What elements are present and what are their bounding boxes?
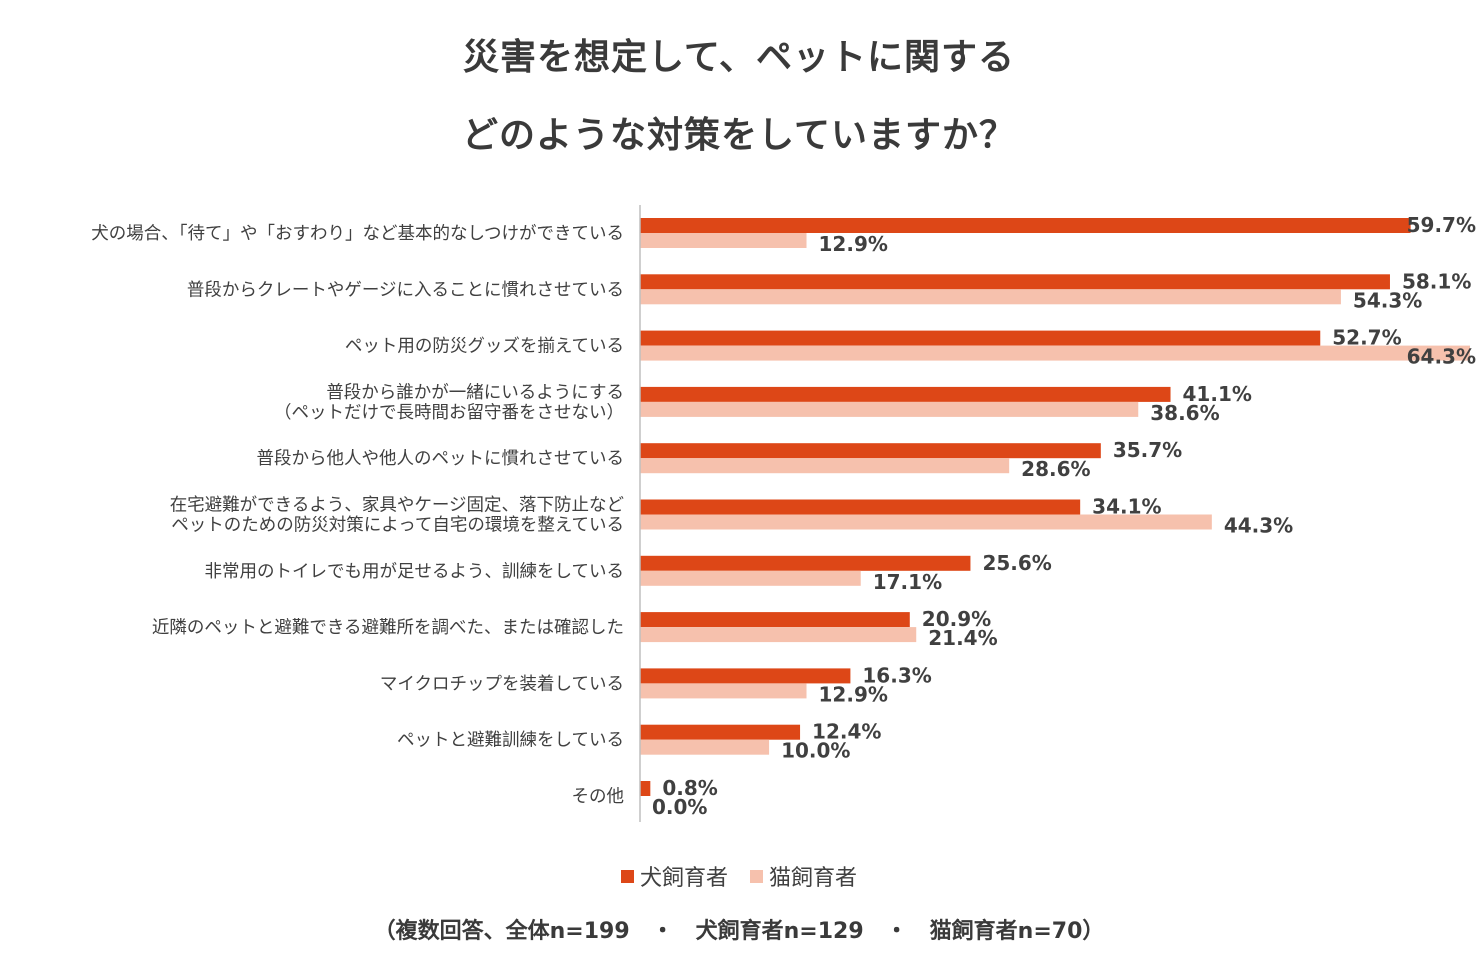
legend-label-cat: 猫飼育者 [769,866,858,891]
value-label-dog: 59.7% [1407,213,1476,237]
value-label-cat: 54.3% [1353,288,1422,312]
bar-dog [640,781,651,796]
category-label-line: ペットと避難訓練をしている [397,731,624,751]
legend-label-dog: 犬飼育者 [639,866,728,891]
category-label-line: ペット用の防災グッズを揃えている [345,337,624,357]
bar-dog [640,443,1101,459]
bar-dog [640,330,1321,346]
category-label-line: 普段から他人や他人のペットに慣れさせている [257,449,625,469]
value-label-cat: 0.0% [652,795,707,819]
value-label-cat: 17.1% [873,570,942,594]
value-label-dog: 12.4% [812,720,881,744]
category-label-line: 普段から誰かが一緒にいるようにする [326,383,624,403]
category-label-line: 在宅避難ができるよう、家具やケージ固定、落下防止など [170,496,624,516]
legend-swatch-cat [750,869,763,883]
legend-item-cat: 猫飼育者 [750,860,857,892]
bar-cat [640,289,1341,305]
bar-dog [640,555,971,571]
category-label-line: マイクロチップを装着している [380,674,624,694]
bar-cat [640,739,770,755]
value-label-cat: 44.3% [1224,514,1293,538]
value-label-cat: 28.6% [1021,457,1090,481]
chart-title-line-1: 災害を想定して、ペットに関する [462,37,1016,78]
chart-legend: 犬飼育者 猫飼育者 [0,860,1478,892]
category-label-line: 犬の場合、「待て」や「おすわり」など基本的なしつけができている [91,224,624,244]
category-label: 普段から他人や他人のペットに慣れさせている [257,449,625,469]
bar-dog [640,612,910,628]
bar-cat [640,233,807,248]
bar-cat [640,458,1010,474]
bar-dog [640,218,1411,233]
category-label: 在宅避難ができるよう、家具やケージ固定、落下防止などペットのための防災対策によっ… [170,496,624,536]
value-label-cat: 64.3% [1407,345,1476,369]
bar-cat [640,345,1470,361]
bar-cat [640,683,807,699]
value-label-dog: 20.9% [922,607,991,631]
bar-cat [640,570,861,586]
bar-cat [640,627,917,643]
category-label-line: 近隣のペットと避難できる避難所を調べた、または確認した [152,618,624,638]
bar-dog [640,499,1081,515]
value-label-dog: 25.6% [982,551,1051,575]
category-label: ペット用の防災グッズを揃えている [345,337,624,357]
chart-title-line-2: どのような対策をしていますか？ [462,115,1016,156]
value-label-cat: 12.9% [819,232,888,256]
category-label-line: ペットのための防災対策によって自宅の環境を整えている [171,516,624,536]
category-label-line: （ペットだけで長時間お留守番をさせない） [274,403,624,423]
category-label: 普段からクレートやゲージに入ることに慣れさせている [187,280,624,300]
value-label-cat: 10.0% [781,739,850,763]
value-label-dog: 41.1% [1183,382,1252,406]
value-label-cat: 21.4% [928,626,997,650]
bar-cat [640,514,1212,530]
bar-cat [640,401,1139,417]
category-label: ペットと避難訓練をしている [397,731,624,751]
value-label-cat: 38.6% [1150,401,1219,425]
value-label-dog: 0.8% [662,776,717,800]
category-label: 犬の場合、「待て」や「おすわり」など基本的なしつけができている [91,224,624,244]
category-label: 非常用のトイレでも用が足せるよう、訓練をしている [205,562,624,582]
category-label: 普段から誰かが一緒にいるようにする（ペットだけで長時間お留守番をさせない） [274,383,624,423]
category-label-line: その他 [572,787,625,807]
bar-dog [640,274,1390,290]
legend-swatch-dog [620,869,634,883]
value-label-dog: 58.1% [1402,269,1471,293]
sample-size-footnote: （複数回答、全体n=199 ・ 犬飼育者n=129 ・ 猫飼育者n=70） [373,919,1105,944]
category-label: その他 [572,787,625,807]
legend-item-dog: 犬飼育者 [620,860,728,892]
bar-dog [640,668,851,684]
bar-dog [640,724,801,740]
category-label-line: 普段からクレートやゲージに入ることに慣れさせている [187,280,624,300]
category-label-line: 非常用のトイレでも用が足せるよう、訓練をしている [205,562,624,582]
bar-dog [640,386,1171,402]
category-label: 近隣のペットと避難できる避難所を調べた、または確認した [152,618,624,638]
bar-chart: 犬の場合、「待て」や「おすわり」など基本的なしつけができている 59.7% 12.9… [91,205,1476,822]
category-label: マイクロチップを装着している [380,674,624,694]
value-label-cat: 12.9% [819,682,888,706]
value-label-dog: 35.7% [1113,438,1182,462]
value-label-dog: 16.3% [862,663,931,687]
